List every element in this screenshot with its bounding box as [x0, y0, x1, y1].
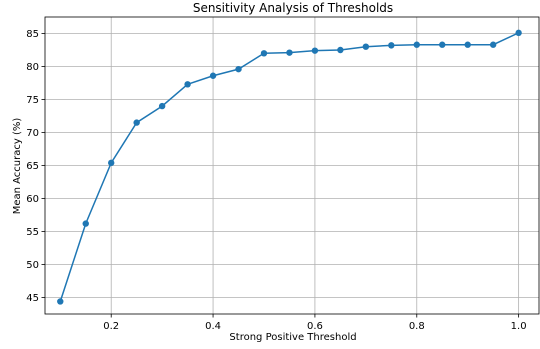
y-tick-label: 45	[26, 293, 39, 304]
data-point	[235, 65, 242, 73]
series	[57, 29, 522, 305]
data-point	[57, 298, 64, 305]
x-tick-label: 0.4	[205, 321, 221, 332]
x-tick-label: 1.0	[511, 321, 527, 332]
data-point	[286, 49, 293, 56]
x-axis-label: Strong Positive Threshold	[229, 332, 356, 343]
grid	[45, 17, 539, 314]
data-point	[362, 43, 370, 50]
data-point	[388, 42, 395, 49]
data-point	[311, 47, 319, 54]
x-tick-label: 0.8	[409, 321, 425, 332]
data-point	[82, 220, 89, 227]
x-axis: 0.2 0.4 0.6 0.8 1.0	[103, 314, 527, 332]
y-tick-label: 80	[26, 62, 39, 73]
y-tick-label: 55	[26, 227, 39, 238]
data-point	[337, 46, 344, 54]
y-tick-label: 70	[26, 128, 39, 139]
data-point	[464, 41, 471, 48]
data-point	[209, 72, 217, 79]
y-tick-label: 65	[26, 161, 39, 172]
series-line	[59, 32, 519, 302]
data-point	[260, 50, 268, 57]
y-tick-label: 60	[26, 194, 39, 205]
x-tick-label: 0.2	[103, 321, 119, 332]
y-axis-label: Mean Accuracy (%)	[12, 118, 23, 215]
y-tick-label: 75	[26, 95, 39, 106]
data-point	[515, 29, 522, 37]
chart-title: Sensitivity Analysis of Thresholds	[193, 1, 393, 15]
data-point	[158, 102, 166, 110]
data-point	[489, 41, 497, 48]
x-tick-label: 0.6	[307, 321, 323, 332]
data-point	[413, 41, 420, 48]
data-point	[133, 119, 140, 126]
data-point	[184, 81, 191, 88]
y-axis: 45 50 55 60 65 70 75 80 85	[26, 29, 45, 304]
data-point	[439, 41, 446, 48]
y-tick-label: 85	[26, 29, 39, 40]
data-point	[108, 159, 115, 167]
y-tick-label: 50	[26, 260, 39, 271]
